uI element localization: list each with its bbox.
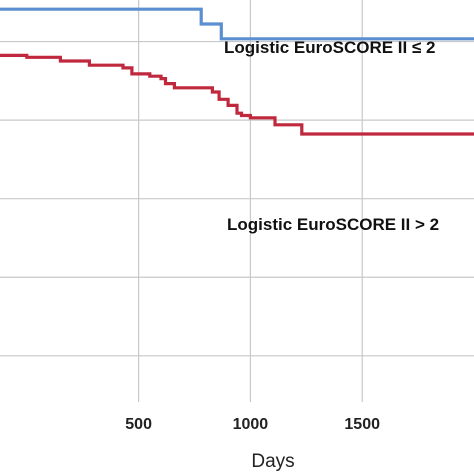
x-axis-title: Days: [251, 451, 294, 472]
x-tick-label: 500: [125, 416, 152, 433]
series-label-2: Logistic EuroSCORE II > 2: [227, 215, 439, 234]
x-tick-label: 1000: [233, 416, 269, 433]
series-layer: [0, 7, 474, 136]
series-line-2: [0, 53, 474, 136]
series-label-1: Logistic EuroSCORE II ≤ 2: [224, 38, 435, 57]
x-tick-label: 1500: [344, 416, 380, 433]
series-label-layer: Logistic EuroSCORE II ≤ 2 Logistic EuroSC…: [224, 38, 439, 234]
tick-label-layer: 500 1000 1500: [125, 416, 380, 433]
grid-layer: [0, 0, 474, 402]
series-line-1: [0, 7, 474, 41]
